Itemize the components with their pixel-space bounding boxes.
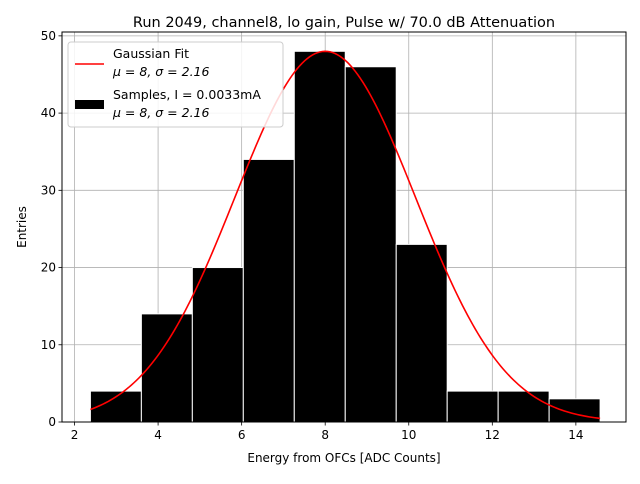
legend-histogram-label: Samples, I = 0.0033mA: [113, 87, 261, 102]
histogram-bar: [242, 158, 295, 423]
axis-ticks: 2 4 6 8 10 12 14 0 10 20 30 40 50: [41, 29, 584, 442]
y-tick-label: 10: [41, 338, 56, 352]
legend-fit-label: Gaussian Fit: [113, 46, 189, 61]
y-tick-label: 0: [48, 415, 56, 429]
gaussian-fit-curve: [90, 50, 601, 420]
x-tick-label: 6: [238, 428, 246, 442]
x-tick-label: 2: [71, 428, 79, 442]
histogram-bar: [191, 267, 244, 423]
chart-title: Run 2049, channel8, lo gain, Pulse w/ 70…: [133, 15, 555, 31]
y-tick-label: 50: [41, 29, 56, 43]
histogram-bar: [497, 390, 550, 423]
plot-frame: [61, 31, 627, 423]
histogram-bar: [293, 50, 346, 423]
legend-histogram-swatch: [75, 100, 104, 109]
x-tick-label: 8: [321, 428, 329, 442]
legend-histogram-stats: μ = 8, σ = 2.16: [112, 105, 209, 120]
histogram-bar: [395, 243, 448, 423]
x-tick-label: 4: [154, 428, 162, 442]
legend-fit-stats: μ = 8, σ = 2.16: [112, 64, 209, 79]
y-axis-label: Entries: [15, 206, 29, 248]
x-axis-label: Energy from OFCs [ADC Counts]: [247, 451, 440, 465]
histogram-bar: [446, 390, 499, 423]
x-tick-label: 14: [568, 428, 583, 442]
legend-box: [67, 41, 284, 128]
x-tick-label: 12: [485, 428, 500, 442]
y-tick-label: 30: [41, 183, 56, 197]
histogram-bar: [548, 398, 601, 423]
y-tick-label: 20: [41, 261, 56, 275]
x-tick-label: 10: [401, 428, 416, 442]
histogram-bar: [344, 66, 397, 423]
legend: Gaussian Fit μ = 8, σ = 2.16 Samples, I …: [67, 41, 284, 128]
y-tick-label: 40: [41, 106, 56, 120]
